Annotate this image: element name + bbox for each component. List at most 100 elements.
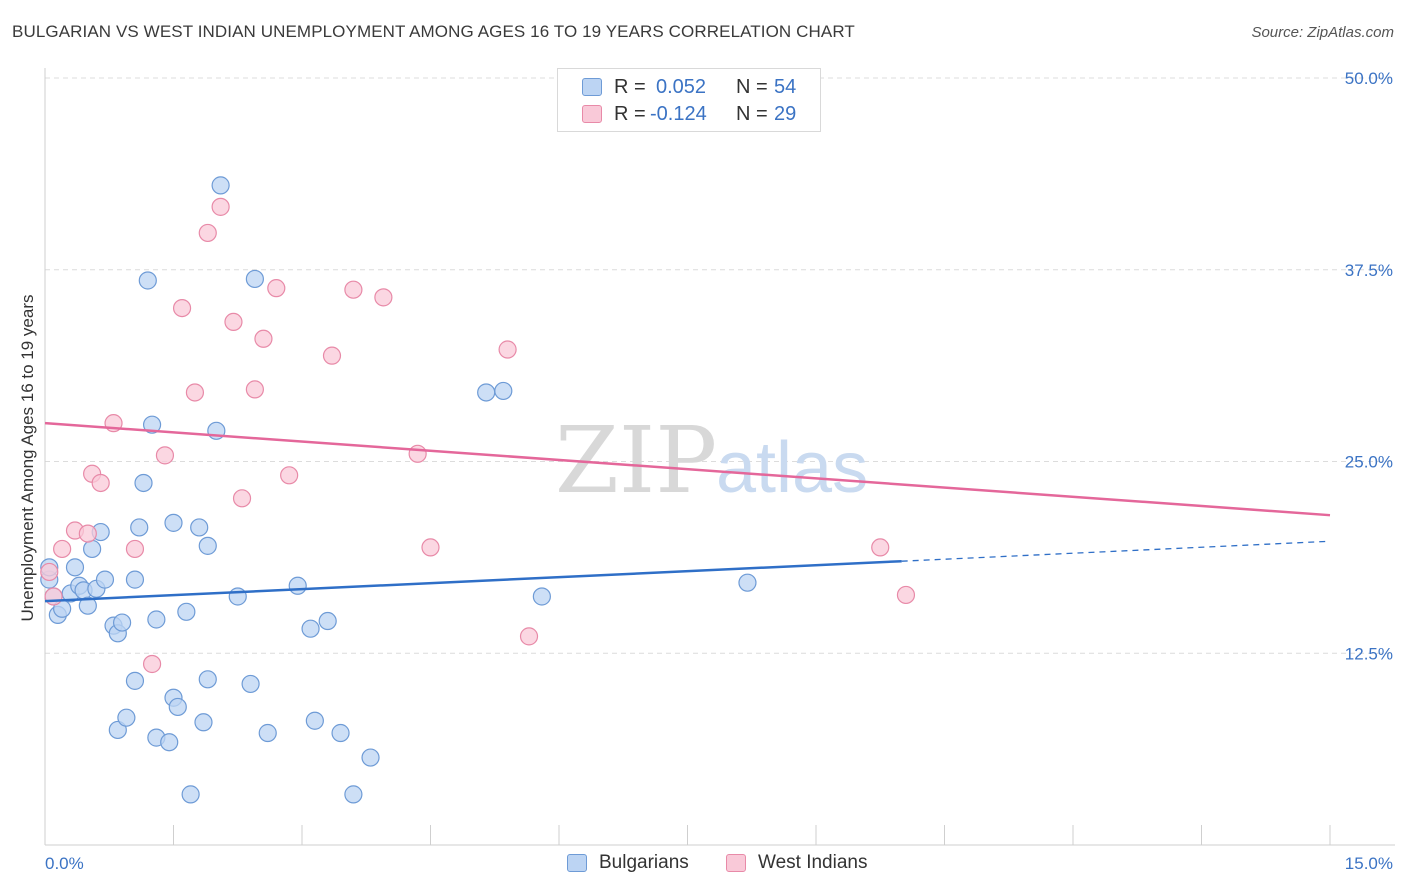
bulgarian-point: [164, 513, 183, 532]
west-indian-point: [91, 473, 110, 493]
west-indian-point: [245, 380, 264, 399]
bulgarian-point: [245, 269, 264, 289]
bulgarian-point: [228, 587, 247, 606]
y-tick-label: 37.5%: [1345, 261, 1393, 280]
west-indian-point: [344, 280, 363, 299]
watermark: ZIP atlas: [555, 407, 868, 514]
stats-legend: R = 0.052 N = 54 R = -0.124 N = 29: [557, 68, 821, 132]
bulgarians-trend-line: [44, 559, 902, 603]
bottom-legend-label-bulgarians: Bulgarians: [599, 852, 689, 873]
west-indians-trend-line: [44, 421, 1331, 517]
y-tick-label: 50.0%: [1345, 69, 1393, 88]
bottom-legend-label-west-indians: West Indians: [758, 852, 868, 873]
bulgarian-point: [147, 610, 166, 629]
legend-n-value-bulgarians: 54: [774, 75, 797, 98]
bulgarian-point: [331, 723, 350, 743]
legend-r-label: R =: [614, 102, 646, 125]
west-indian-point: [519, 627, 539, 646]
west-indian-point: [421, 538, 440, 557]
bulgarian-point: [361, 748, 380, 767]
west-indian-point: [44, 587, 63, 606]
legend-row-west-indians: R = -0.124 N = 29: [582, 102, 796, 126]
bulgarian-point: [198, 670, 217, 689]
bulgarian-point: [117, 708, 136, 727]
x-tick-label: 0.0%: [45, 854, 84, 873]
bulgarian-point: [160, 733, 179, 752]
bulgarian-point: [125, 671, 145, 690]
x-tick-label: 15.0%: [1345, 854, 1393, 873]
bulgarian-point: [177, 602, 196, 621]
bulgarian-point: [130, 518, 149, 537]
source-label: Source: ZipAtlas.com: [1251, 24, 1394, 41]
bulgarian-point: [78, 596, 97, 615]
bulgarian-point: [305, 711, 324, 730]
legend-n-value-west-indians: 29: [774, 102, 797, 125]
bulgarian-point: [477, 383, 496, 402]
x-tick-labels: 0.0% 15.0%: [45, 854, 1393, 873]
west-indian-point: [322, 346, 342, 365]
legend-r-value-bulgarians: 0.052: [656, 75, 707, 98]
west-indian-point: [53, 539, 72, 559]
bulgarian-point: [108, 720, 127, 740]
legend-r-label: R =: [614, 75, 646, 98]
chart-title: BULGARIAN VS WEST INDIAN UNEMPLOYMENT AM…: [12, 22, 855, 41]
legend-r-value-west-indians: -0.124: [650, 102, 707, 125]
west-indian-point: [172, 299, 192, 318]
west-indian-point: [267, 279, 286, 298]
west-indian-point: [224, 312, 243, 332]
west-indian-point: [408, 444, 427, 463]
bottom-legend-swatch-west-indians: [726, 854, 746, 872]
west-indian-point: [896, 585, 916, 605]
legend-n-label: N =: [736, 75, 768, 98]
bulgarian-point: [344, 785, 363, 804]
bulgarian-point: [241, 674, 260, 694]
bulgarian-point: [198, 536, 217, 555]
gridlines: [45, 77, 1395, 654]
west-indian-point: [185, 383, 205, 402]
bulgarian-point: [301, 619, 320, 638]
west-indian-point: [78, 524, 97, 543]
west-indian-point: [254, 329, 273, 348]
bulgarian-point: [532, 587, 551, 606]
legend-n-label: N =: [736, 102, 768, 125]
bulgarian-point: [318, 611, 337, 631]
west-indian-point: [142, 654, 162, 674]
bulgarian-point: [258, 723, 277, 743]
bulgarian-point: [138, 271, 157, 290]
west-indian-point: [125, 539, 145, 559]
legend-swatch-west-indians: [582, 105, 602, 123]
legend-row-bulgarians: R = 0.052 N = 54: [582, 75, 796, 99]
bulgarian-point: [83, 539, 102, 559]
bulgarian-point: [112, 613, 132, 632]
bulgarian-point: [142, 415, 162, 434]
y-axis-title: Unemployment Among Ages 16 to 19 years: [18, 295, 37, 622]
bulgarian-point: [211, 176, 230, 195]
bulgarian-point: [181, 785, 200, 804]
west-indian-point: [374, 288, 393, 307]
bulgarians-trend-extension: [901, 540, 1331, 562]
watermark-atlas: atlas: [716, 428, 868, 508]
bulgarian-point: [125, 570, 145, 589]
west-indian-point: [155, 446, 175, 465]
y-tick-label: 12.5%: [1345, 644, 1393, 663]
trend-lines: [44, 421, 1331, 603]
bottom-legend-swatch-bulgarians: [567, 854, 587, 872]
west-indian-point: [498, 340, 517, 359]
west-indian-point: [280, 466, 299, 485]
west-indian-point: [232, 489, 252, 508]
scatter-points: [40, 176, 916, 804]
bulgarian-point: [494, 381, 513, 401]
bulgarian-point: [95, 570, 115, 589]
y-tick-labels: 12.5% 25.0% 37.5% 50.0%: [1345, 69, 1393, 663]
bulgarian-point: [288, 576, 307, 595]
bottom-legend-west-indians: West Indians: [726, 852, 867, 874]
axes: [44, 68, 1395, 846]
bulgarian-point: [65, 558, 85, 577]
west-indian-point: [40, 562, 59, 582]
west-indian-point: [198, 223, 217, 243]
west-indian-point: [211, 197, 230, 216]
bulgarian-point: [168, 697, 187, 717]
bulgarian-point: [194, 713, 213, 732]
legend-swatch-bulgarians: [582, 78, 602, 96]
